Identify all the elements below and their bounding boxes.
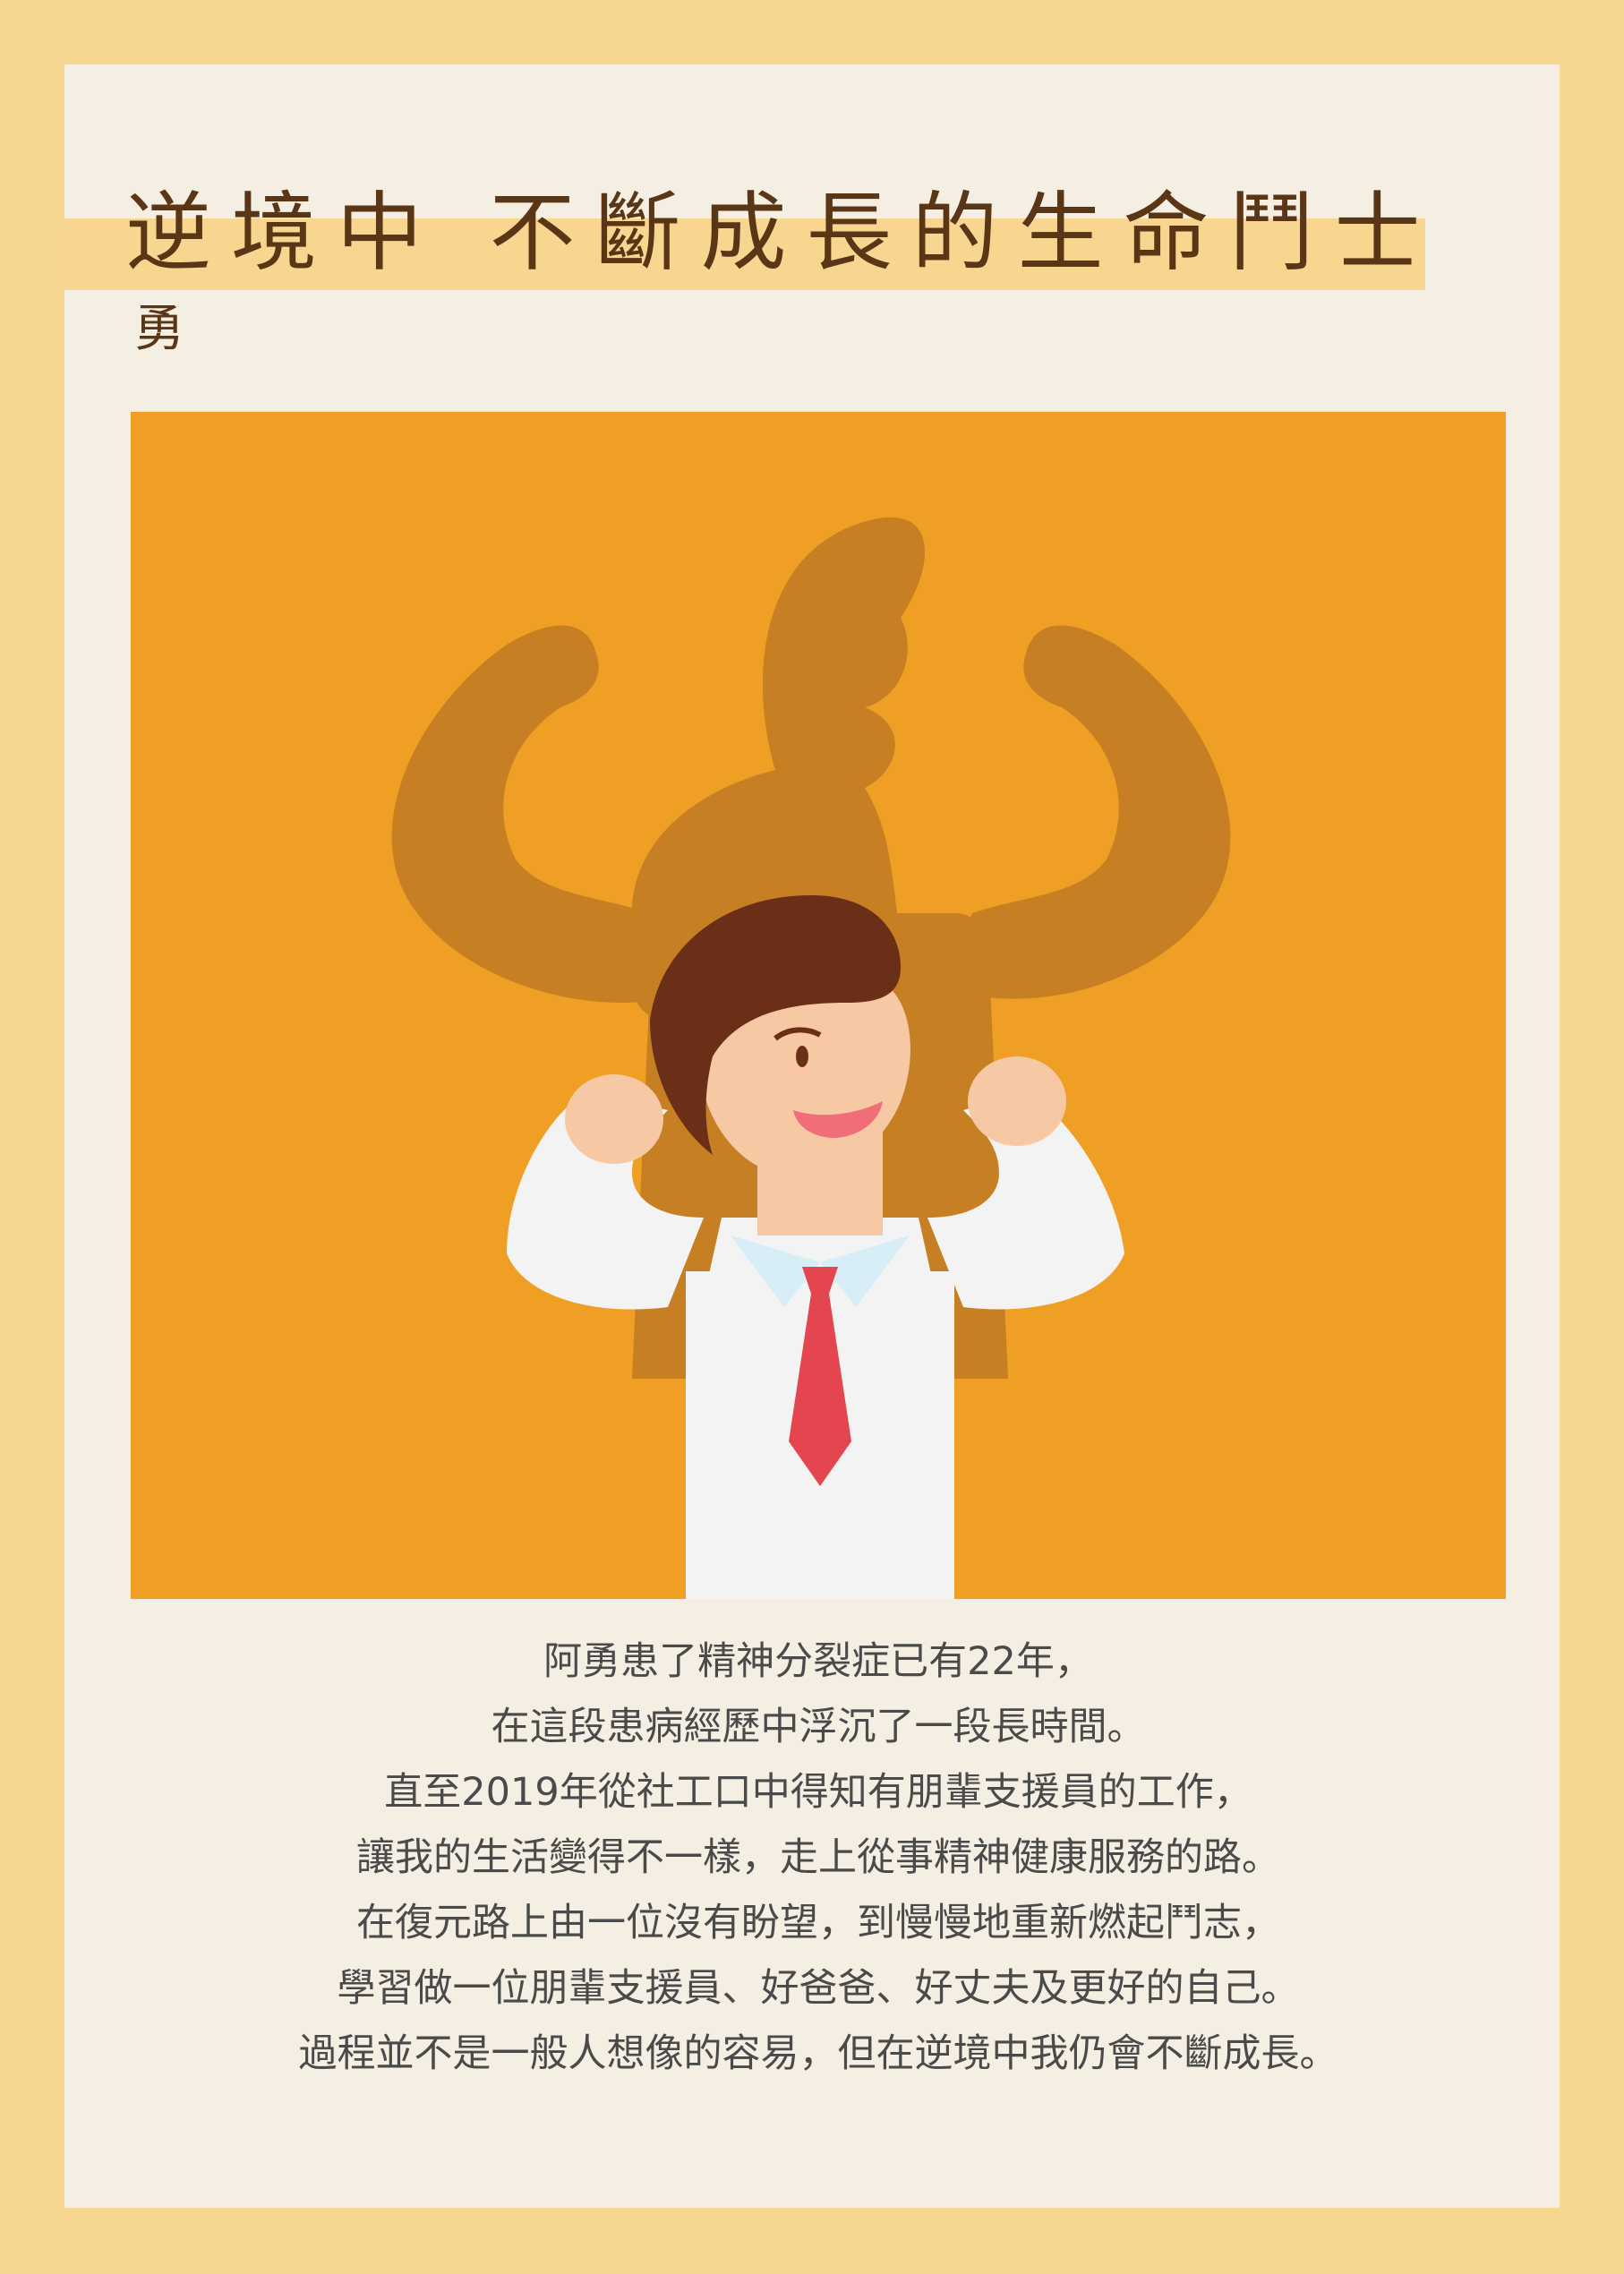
- poster-title: 逆境中 不斷成長的生命鬥士: [125, 183, 1440, 283]
- strong-man-shadow-illustration: [131, 412, 1506, 1599]
- story-line: 過程並不是一般人想像的容易，但在逆境中我仍會不斷成長。: [298, 2031, 1338, 2076]
- story-line: 學習做一位朋輩支援員、好爸爸、好丈夫及更好的自己。: [337, 1966, 1300, 2011]
- smile-mouth: [793, 1101, 883, 1138]
- illustration-svg: [391, 517, 1231, 1599]
- eye: [796, 1046, 808, 1067]
- author-name: 勇: [134, 300, 184, 358]
- hair: [650, 895, 901, 1155]
- collar-left: [731, 1235, 820, 1307]
- collar-right: [820, 1235, 910, 1307]
- story-line: 直至2019年從社工口中得知有朋輩支援員的工作，: [384, 1770, 1252, 1815]
- story-line: 讓我的生活變得不一樣，走上從事精神健康服務的路。: [356, 1835, 1280, 1880]
- eyebrow: [774, 1027, 822, 1041]
- story-line: 在復元路上由一位沒有盼望，到慢慢地重新燃起鬥志，: [356, 1901, 1280, 1945]
- tie-icon: [789, 1267, 851, 1486]
- title-highlight-band: [64, 218, 1425, 290]
- left-arm: [507, 1074, 704, 1310]
- right-arm: [927, 1056, 1124, 1310]
- story-line: 阿勇患了精神分裂症已有22年，: [543, 1639, 1093, 1684]
- shirt-shoulders: [704, 1218, 936, 1298]
- story-text: 阿勇患了精神分裂症已有22年， 在這段患病經歷中浮沉了一段長時間。 直至2019…: [131, 1629, 1506, 2087]
- story-line: 在這段患病經歷中浮沉了一段長時間。: [491, 1705, 1146, 1749]
